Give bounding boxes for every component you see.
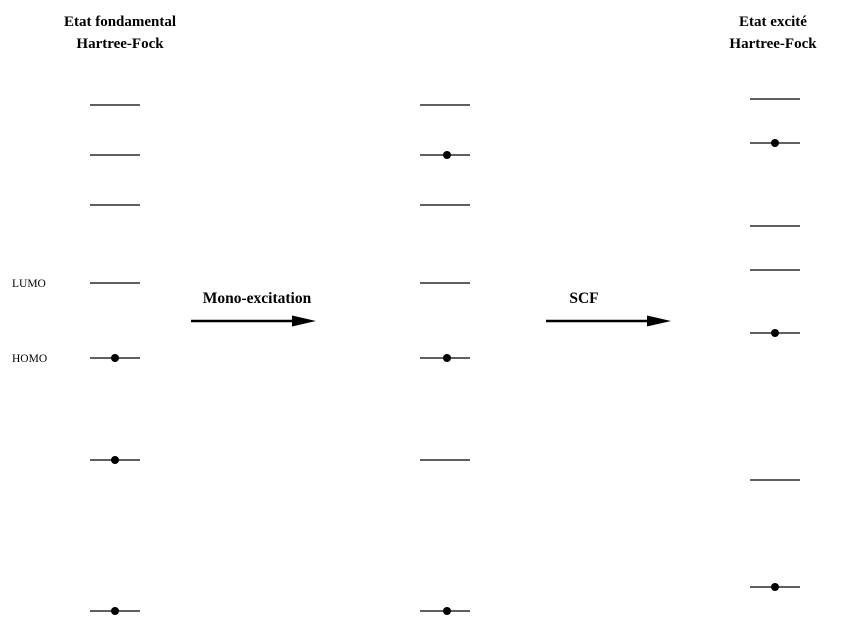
electron-dot-ground-4 [111,354,119,362]
electron-dot-mono-1 [443,151,451,159]
transition-arrow-1: SCF [546,290,671,327]
electron-dot-mono-4 [443,354,451,362]
electron-dot-mono-6 [443,607,451,615]
column-excited: Etat excité Hartree-Fock [729,14,817,591]
arrow-head-icon [647,315,671,327]
electron-dot-ground-6 [111,607,119,615]
electron-dot-excited-4 [771,329,779,337]
arrow-label-0: Mono-excitation [203,290,312,307]
electron-dot-excited-1 [771,139,779,147]
orbital-label-lumo: LUMO [12,278,46,290]
arrow-label-1: SCF [569,290,598,307]
column-mono [420,104,470,615]
electron-dot-ground-5 [111,456,119,464]
column-title-excited-0: Etat excité [739,14,807,30]
column-title-excited-1: Hartree-Fock [729,36,817,52]
electron-dot-excited-6 [771,583,779,591]
orbital-label-homo: HOMO [12,353,47,365]
column-title-ground-1: Hartree-Fock [76,36,164,52]
column-title-ground-0: Etat fondamental [64,14,176,30]
transition-arrow-0: Mono-excitation [191,290,316,327]
column-ground: Etat fondamental Hartree-Fock LUMO HOMO [12,14,176,615]
arrow-head-icon [292,315,316,327]
